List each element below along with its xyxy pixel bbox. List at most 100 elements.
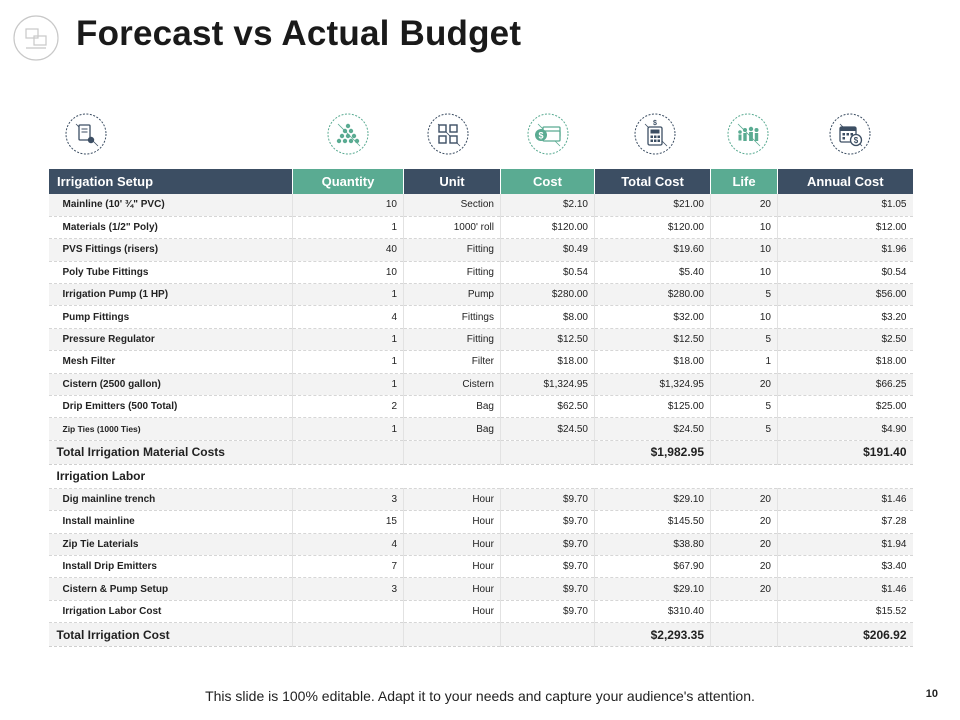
table-cell: 20: [710, 533, 778, 556]
table-row: Dig mainline trench 3 Hour $9.70 $29.10 20 $1.…: [48, 488, 913, 512]
page-title: Forecast vs Actual Budget: [76, 14, 522, 53]
table-header-row: Irrigation Setup Quantity Unit Cost Tota…: [48, 169, 913, 194]
table-cell: $1,324.95: [500, 373, 595, 397]
table-cell: $66.25: [777, 373, 913, 397]
table-cell: $25.00: [777, 395, 913, 419]
table-cell: Fitting: [403, 261, 501, 285]
table-cell: $0.54: [500, 261, 595, 285]
receipt-icon: [64, 112, 108, 156]
table-cell: 3: [292, 577, 404, 601]
table-cell: 1: [292, 417, 404, 441]
table-cell: $12.50: [500, 328, 595, 352]
table-row: Cistern & Pump Setup 3 Hour $9.70 $29.10 20 $1…: [48, 577, 913, 601]
calculator-icon: $: [633, 112, 677, 156]
table-cell: $18.00: [594, 350, 711, 374]
table-cell: 20: [710, 373, 778, 397]
page-number: 10: [925, 688, 938, 700]
table-cell: $0.54: [777, 261, 913, 285]
table-cell: $2.50: [777, 328, 913, 352]
table-cell: Pump: [403, 283, 501, 307]
row-label: Install mainline: [48, 510, 293, 534]
table-cell: $1.96: [777, 238, 913, 262]
table-cell: $1.05: [777, 194, 913, 217]
table-cell: $310.40: [594, 600, 711, 624]
table-cell: $1.46: [777, 577, 913, 601]
table-cell: 1000' roll: [403, 216, 501, 240]
grand-total-label: Total Irrigation Cost: [48, 622, 293, 648]
grand-total-annual-cost: $206.92: [777, 622, 913, 648]
table-row: Install Drip Emitters 7 Hour $9.70 $67.90 20 $…: [48, 555, 913, 579]
table-cell: 1: [292, 216, 404, 240]
row-label: Dig mainline trench: [48, 488, 293, 512]
table-cell: $145.50: [594, 510, 711, 534]
row-label: Mesh Filter: [48, 350, 293, 374]
table-cell: 1: [710, 350, 778, 374]
table-cell: $32.00: [594, 305, 711, 329]
table-cell: Section: [403, 194, 501, 217]
table-cell: 20: [710, 510, 778, 534]
table-cell: [500, 440, 595, 465]
row-label: Drip Emitters (500 Total): [48, 395, 293, 419]
table-cell: $24.50: [500, 417, 595, 441]
table-row: Irrigation Pump (1 HP) 1 Pump $280.00 $280.0…: [48, 283, 913, 307]
row-label: Pressure Regulator: [48, 328, 293, 352]
table-cell: Bag: [403, 395, 501, 419]
table-cell: Hour: [403, 533, 501, 556]
table-cell: [292, 622, 404, 648]
coins-pyramid-icon: [326, 112, 370, 156]
labor-section-label: Irrigation Labor: [48, 464, 293, 489]
table-row: Poly Tube Fittings 10 Fitting $0.54 $5.40 10 $…: [48, 261, 913, 285]
row-label: Pump Fittings: [48, 305, 293, 329]
table-cell: 5: [710, 417, 778, 441]
table-cell: Cistern: [403, 373, 501, 397]
table-row: Pump Fittings 4 Fittings $8.00 $32.00 10 $3.20: [48, 305, 913, 329]
table-cell: $3.40: [777, 555, 913, 579]
footer-note: This slide is 100% editable. Adapt it to…: [205, 688, 755, 704]
table-cell: $4.90: [777, 417, 913, 441]
budget-table: Irrigation Setup Quantity Unit Cost Tota…: [48, 169, 913, 648]
labor-rows: Dig mainline trench 3 Hour $9.70 $29.10 20 $1.…: [48, 488, 913, 624]
table-cell: [403, 622, 501, 648]
table-cell: $120.00: [500, 216, 595, 240]
table-cell: $1.46: [777, 488, 913, 512]
table-cell: 20: [710, 555, 778, 579]
table-cell: Hour: [403, 555, 501, 579]
row-label: Zip Ties (1000 Ties): [48, 417, 293, 441]
table-cell: $12.00: [777, 216, 913, 240]
table-cell: 10: [292, 261, 404, 285]
header-unit: Unit: [403, 169, 501, 194]
grid-blocks-icon: [426, 112, 470, 156]
table-cell: 1: [292, 373, 404, 397]
table-row: Drip Emitters (500 Total) 2 Bag $62.50 $125.…: [48, 395, 913, 419]
table-cell: 5: [710, 328, 778, 352]
table-row: PVS Fittings (risers) 40 Fitting $0.49 $19.6…: [48, 238, 913, 262]
table-cell: Hour: [403, 577, 501, 601]
header-irrigation-setup: Irrigation Setup: [48, 169, 293, 194]
table-cell: 5: [710, 395, 778, 419]
table-cell: $2.10: [500, 194, 595, 217]
table-cell: $120.00: [594, 216, 711, 240]
svg-text:$: $: [854, 136, 859, 145]
table-cell: 20: [710, 577, 778, 601]
row-label: Cistern & Pump Setup: [48, 577, 293, 601]
table-cell: [710, 600, 778, 624]
row-label: Poly Tube Fittings: [48, 261, 293, 285]
table-cell: $29.10: [594, 577, 711, 601]
table-cell: $18.00: [500, 350, 595, 374]
table-cell: [710, 440, 778, 465]
row-label: Irrigation Pump (1 HP): [48, 283, 293, 307]
money-icon: $: [526, 112, 570, 156]
table-cell: $1.94: [777, 533, 913, 556]
material-total-cost: $1,982.95: [594, 440, 711, 465]
table-cell: $7.28: [777, 510, 913, 534]
table-cell: $3.20: [777, 305, 913, 329]
family-icon: [726, 112, 770, 156]
row-label: Cistern (2500 gallon): [48, 373, 293, 397]
table-row: Materials (1/2" Poly) 1 1000' roll $120.00 $…: [48, 216, 913, 240]
table-cell: 5: [710, 283, 778, 307]
table-cell: $18.00: [777, 350, 913, 374]
table-cell: 1: [292, 350, 404, 374]
table-row: Cistern (2500 gallon) 1 Cistern $1,324.95 $1…: [48, 373, 913, 397]
table-cell: $0.49: [500, 238, 595, 262]
table-cell: [710, 622, 778, 648]
